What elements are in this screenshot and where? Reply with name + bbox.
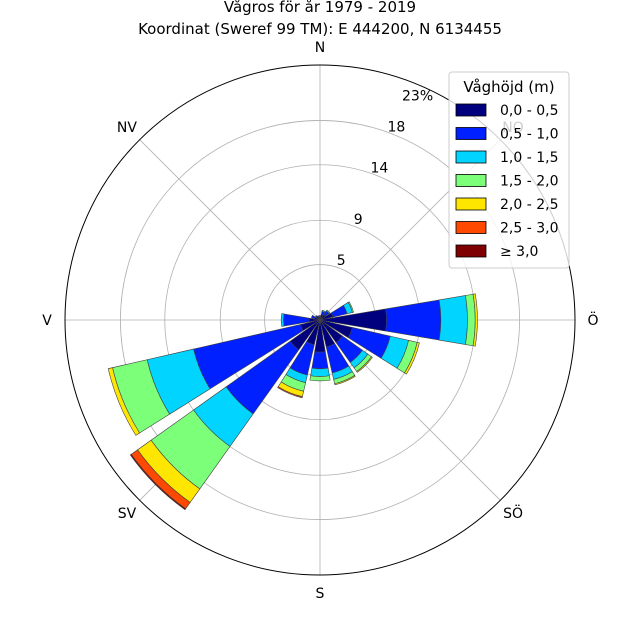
legend-label: 2,5 - 3,0 [500,221,558,237]
legend-swatch [455,244,487,258]
direction-label: SV [118,506,137,522]
rose-segment [472,293,478,347]
direction-label: NV [117,120,137,136]
rose-segment [277,386,303,399]
rose-segment [129,453,187,511]
direction-label: V [42,313,52,329]
legend-title: Våghöjd (m) [463,78,554,96]
rose-segment [326,309,331,314]
outer-ring [64,64,576,576]
legend-swatch [455,150,487,164]
legend-label: 0,5 - 1,0 [500,127,558,143]
rose-segment [356,356,373,373]
legend: Våghöjd (m) 0,0 - 0,5 0,5 - 1,0 1,0 - 1,5 1… [448,71,570,269]
rose-segment [310,314,316,320]
radial-tick-label: 18 [387,120,405,136]
radial-tick-labels: 5 9 14 18 23% [337,88,433,268]
rose-segment [309,375,331,382]
legend-label: 1,0 - 1,5 [500,150,558,166]
rose-segment [280,313,285,327]
direction-label: Ö [587,311,598,329]
legend-swatch [455,174,487,187]
legend-label: 0,0 - 0,5 [500,103,558,119]
legend-label: ≥ 3,0 [500,244,538,260]
rose-bars [107,293,478,511]
legend-swatch [455,127,487,140]
rose-segment [385,299,442,341]
rose-segment [334,375,356,386]
rose-segment [315,315,318,318]
rose-segment [311,351,329,370]
rose-segment [310,367,330,377]
legend-swatch [455,221,487,234]
rose-segment [404,341,420,375]
radial-max-label: 23% [402,88,433,104]
grid-spoke [139,139,321,321]
legend-label: 1,5 - 2,0 [500,174,558,190]
direction-label: N [315,40,325,56]
direction-label: SÖ [503,504,523,522]
direction-label: S [316,586,325,602]
legend-swatch [455,103,487,117]
rose-segment [321,309,326,313]
chart-title: Vågros för år 1979 - 2019 [224,0,416,16]
chart-subtitle: Koordinat (Sweref 99 TM): E 444200, N 61… [138,20,502,38]
legend-swatch [455,197,487,211]
legend-label: 2,0 - 2,5 [500,197,558,213]
radial-tick-label: 9 [354,212,363,228]
rose-segment [347,301,354,313]
rose-segment [438,295,468,345]
rose-segment [317,315,320,318]
radial-tick-label: 5 [337,253,346,269]
legend-frame [448,71,570,269]
rose-segment [107,367,141,436]
radial-tick-label: 14 [370,161,388,177]
